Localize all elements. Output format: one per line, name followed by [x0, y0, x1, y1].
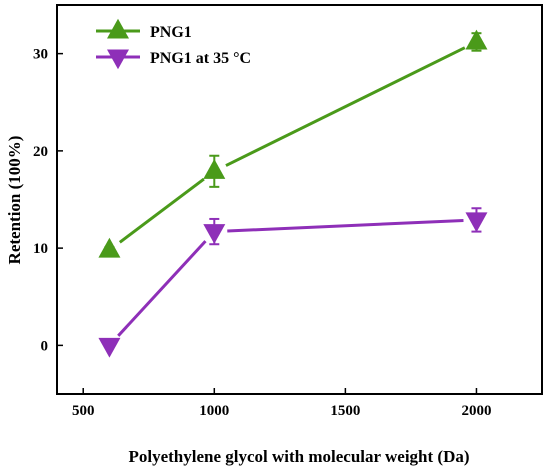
- y-tick-label: 20: [33, 144, 48, 160]
- y-tick-label: 30: [33, 47, 48, 63]
- data-point-triangle-up: [98, 237, 121, 258]
- x-tick-label: 500: [72, 403, 95, 419]
- y-tick-label: 10: [33, 241, 48, 257]
- series-line-segment: [117, 240, 207, 337]
- plot-area-frame: [56, 4, 543, 395]
- x-tick-label: 1500: [330, 403, 360, 419]
- series-line-segment: [118, 177, 205, 244]
- legend-marker-up: [107, 18, 129, 39]
- x-axis-title: Polyethylene glycol with molecular weigh…: [128, 447, 469, 466]
- series-line-segment: [225, 46, 466, 167]
- y-axis-title: Retention (100%): [5, 136, 24, 265]
- data-point-triangle-up: [465, 29, 488, 50]
- data-point-triangle-up: [203, 159, 226, 179]
- series-line-segment: [227, 219, 464, 233]
- x-tick-label: 2000: [461, 403, 491, 419]
- legend-label: PNG1 at 35 °C: [150, 50, 251, 67]
- data-point-triangle-down: [203, 224, 226, 244]
- data-point-triangle-down: [98, 337, 121, 358]
- x-tick-label: 1000: [199, 403, 229, 419]
- legend-label: PNG1: [150, 24, 192, 41]
- data-point-triangle-down: [465, 212, 488, 233]
- series-layer: [98, 29, 488, 358]
- legend: PNG1 PNG1 at 35 °C: [96, 18, 251, 70]
- axis-ticks: 500 1000 1500 2000 0 10 20 30: [33, 47, 491, 419]
- legend-marker-down: [107, 49, 129, 70]
- y-tick-label: 0: [41, 338, 49, 354]
